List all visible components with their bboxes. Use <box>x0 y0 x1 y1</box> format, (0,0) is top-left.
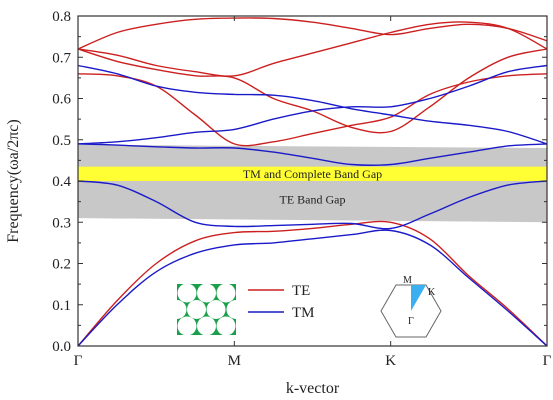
lattice-inset-icon <box>167 282 246 337</box>
bz-label-m: M <box>403 275 412 286</box>
tm-band-5 <box>77 64 548 145</box>
brillouin-zone-inset-icon: M K Γ <box>380 275 442 338</box>
tm-band-2 <box>77 180 548 230</box>
tm-band-1 <box>77 229 548 347</box>
te-band-5 <box>77 17 548 50</box>
x-tick-label: Γ <box>543 353 552 369</box>
tm-band-3 <box>77 143 548 166</box>
bz-label-gamma: Γ <box>408 316 414 327</box>
te-band-gap-label: TE Band Gap <box>280 193 346 207</box>
y-tick-label: 0.6 <box>52 92 71 108</box>
x-tick-label: K <box>385 353 396 369</box>
y-tick-label: 0.2 <box>52 257 71 273</box>
te-band-3 <box>77 48 548 134</box>
legend-te-label: TE <box>292 283 310 299</box>
lattice-hole <box>197 316 216 336</box>
complete-band-gap-label: TM and Complete Band Gap <box>243 167 382 181</box>
lattice-border <box>175 282 238 337</box>
tm-band-4 <box>77 64 548 145</box>
y-tick-label: 0.8 <box>52 9 71 25</box>
lattice-hole <box>177 316 197 336</box>
band-curves <box>77 17 548 347</box>
y-axis-title: Frequency(ωa/2πc) <box>5 119 22 242</box>
y-tick-label: 0.5 <box>52 133 71 149</box>
irreducible-wedge <box>411 285 426 311</box>
complete-band-gap <box>78 166 547 181</box>
x-axis-title: k-vector <box>286 380 340 397</box>
lattice-hole <box>216 283 236 303</box>
lattice-hole <box>187 300 206 319</box>
legend: TE TM <box>248 283 315 321</box>
te-band-1 <box>77 220 548 347</box>
axis-ticks: 0.0 0.1 0.2 0.3 0.4 0.5 0.6 0.7 0.8 Γ M K Γ <box>52 9 551 369</box>
band-gap-regions <box>78 144 547 223</box>
x-tick-label: M <box>228 353 241 369</box>
lattice-hole <box>206 300 226 319</box>
y-tick-label: 0.7 <box>52 50 71 66</box>
te-band-gap <box>78 144 547 223</box>
y-tick-label: 0.4 <box>52 174 71 190</box>
x-tick-label: Γ <box>74 353 83 369</box>
te-band-4 <box>77 21 548 77</box>
plot-frame <box>77 15 548 347</box>
bz-label-k: K <box>428 287 436 298</box>
legend-tm-label: TM <box>292 305 315 321</box>
lattice-hole <box>177 283 197 303</box>
y-tick-label: 0.0 <box>52 339 71 355</box>
lattice-hole <box>216 316 236 336</box>
lattice-hole <box>197 283 216 303</box>
y-tick-label: 0.1 <box>52 298 71 314</box>
y-tick-label: 0.3 <box>52 215 71 231</box>
